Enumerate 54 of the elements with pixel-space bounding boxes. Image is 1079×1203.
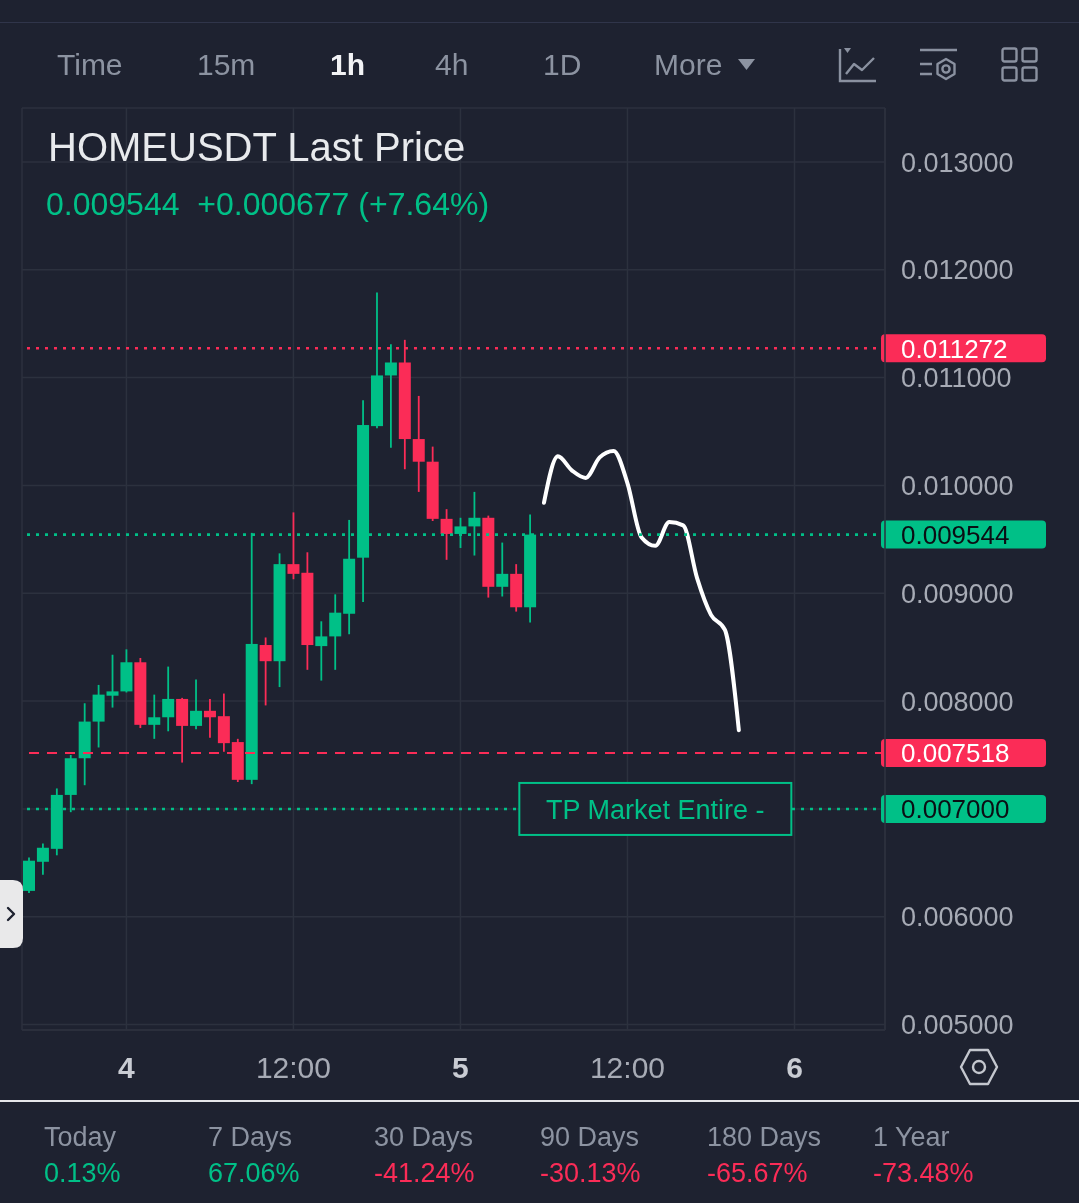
x-tick-label: 6	[786, 1050, 803, 1084]
candlestick	[259, 636, 272, 707]
x-tick-label: 4	[118, 1050, 136, 1084]
candlestick	[162, 665, 175, 733]
text: 15m	[197, 47, 256, 83]
text: -41.24%	[374, 1157, 475, 1189]
candlestick	[190, 678, 203, 731]
text: 7 Days	[208, 1121, 293, 1153]
y-tick-label: 0.008000	[901, 686, 1014, 717]
candlestick	[468, 491, 481, 557]
ref-line-label: 0.009544	[901, 519, 1010, 550]
text: 30 Days	[374, 1121, 474, 1153]
y-tick-label: 0.006000	[901, 902, 1014, 933]
text: 1 Year	[873, 1121, 950, 1153]
text: Today	[44, 1121, 117, 1153]
candlestick	[315, 620, 328, 682]
text: 180 Days	[707, 1121, 822, 1153]
ref-line-label: 0.011272	[901, 333, 1008, 364]
text: 0.009544 +0.000677 (+7.64%)	[46, 185, 490, 223]
annotation: TP Market Entire -	[546, 794, 765, 825]
y-tick-label: 0.011000	[901, 363, 1012, 394]
text: 67.06%	[208, 1157, 300, 1189]
x-tick-label: 5	[452, 1050, 469, 1084]
text: 1D	[543, 47, 582, 83]
y-tick-label: 0.009000	[901, 578, 1014, 609]
text: -65.67%	[707, 1157, 808, 1189]
candlestick	[440, 508, 453, 561]
text: 4h	[435, 47, 469, 83]
candlestick	[287, 511, 300, 581]
candlestick	[412, 395, 425, 493]
text: 1h	[330, 47, 366, 83]
text: 0.13%	[44, 1157, 121, 1189]
candlestick	[36, 842, 49, 876]
ref-line-label: 0.007518	[901, 738, 1010, 769]
y-tick-label: 0.010000	[901, 471, 1014, 502]
candlestick	[203, 698, 216, 739]
text: More	[654, 47, 723, 83]
candlestick	[496, 541, 509, 598]
ref-line-label: 0.007000	[901, 794, 1010, 825]
y-tick-label: 0.013000	[901, 147, 1014, 178]
y-tick-label: 0.012000	[901, 255, 1014, 286]
y-tick-label: 0.005000	[901, 1010, 1014, 1041]
x-tick-label: 12:00	[255, 1050, 331, 1084]
line-series	[541, 448, 741, 733]
chart-title: HOMEUSDT Last Price	[48, 124, 466, 170]
candlestick	[148, 693, 161, 740]
text: 90 Days	[540, 1121, 640, 1153]
candlestick	[329, 593, 342, 671]
text: Time	[57, 47, 123, 83]
text: -30.13%	[540, 1157, 641, 1189]
candlestick	[106, 653, 119, 709]
x-tick-label: 12:00	[589, 1050, 666, 1084]
text: -73.48%	[873, 1157, 974, 1189]
candlestick	[384, 343, 397, 449]
